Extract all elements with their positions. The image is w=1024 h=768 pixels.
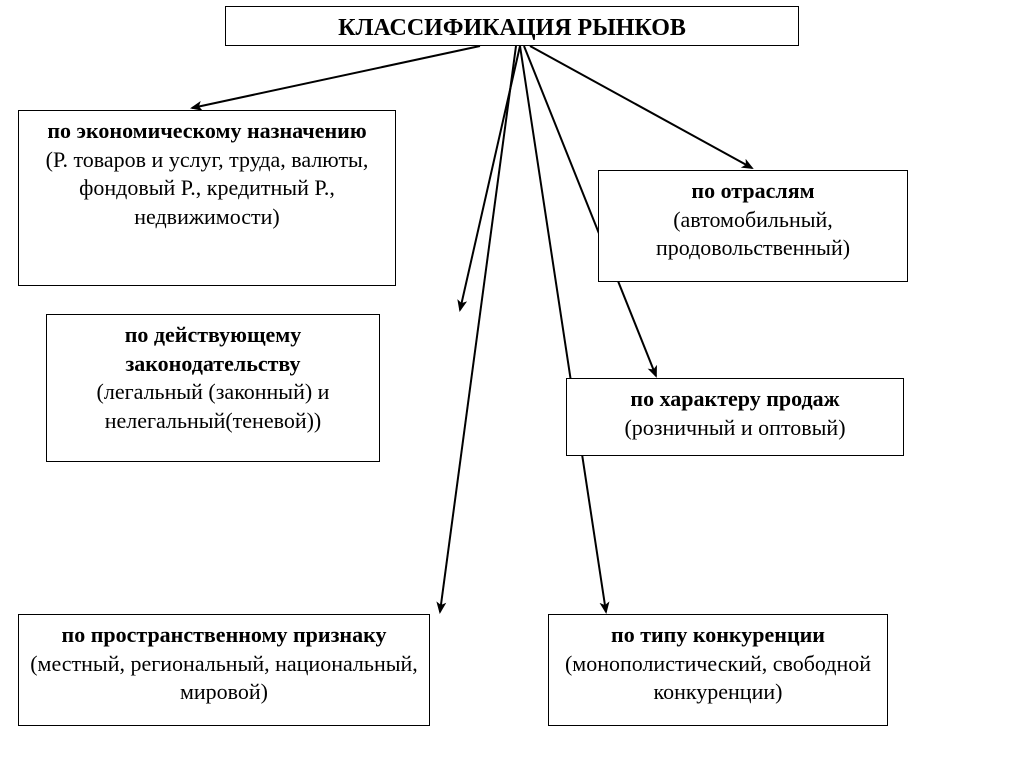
- node-title: по типу конкуренции: [559, 621, 877, 650]
- root-title: КЛАССИФИКАЦИЯ РЫНКОВ: [338, 15, 686, 41]
- root-node: КЛАССИФИКАЦИЯ РЫНКОВ: [225, 6, 799, 46]
- node-by-spatial: по пространственному признаку (местный, …: [18, 614, 430, 726]
- node-by-industry: по отраслям (автомобильный, продовольств…: [598, 170, 908, 282]
- node-title: по действующему законодательству: [57, 321, 369, 378]
- node-body: (легальный (законный) и нелегальный(тене…: [57, 378, 369, 435]
- node-by-competition: по типу конкуренции (монополистический, …: [548, 614, 888, 726]
- node-title: по пространственному признаку: [29, 621, 419, 650]
- node-body: (монополистический, свободной конкуренци…: [559, 650, 877, 707]
- node-by-sales-nature: по характеру продаж (розничный и оптовый…: [566, 378, 904, 456]
- node-by-legislation: по действующему законодательству (легаль…: [46, 314, 380, 462]
- node-body: (местный, региональный, национальный, ми…: [29, 650, 419, 707]
- node-title: по характеру продаж: [577, 385, 893, 414]
- node-title: по отраслям: [609, 177, 897, 206]
- diagram-canvas: КЛАССИФИКАЦИЯ РЫНКОВ по экономическому н…: [0, 0, 1024, 768]
- node-body: (Р. товаров и услуг, труда, валюты, фонд…: [29, 146, 385, 232]
- node-body: (розничный и оптовый): [577, 414, 893, 443]
- node-economic-purpose: по экономическому назначению (Р. товаров…: [18, 110, 396, 286]
- node-body: (автомобильный, продовольственный): [609, 206, 897, 263]
- node-title: по экономическому назначению: [29, 117, 385, 146]
